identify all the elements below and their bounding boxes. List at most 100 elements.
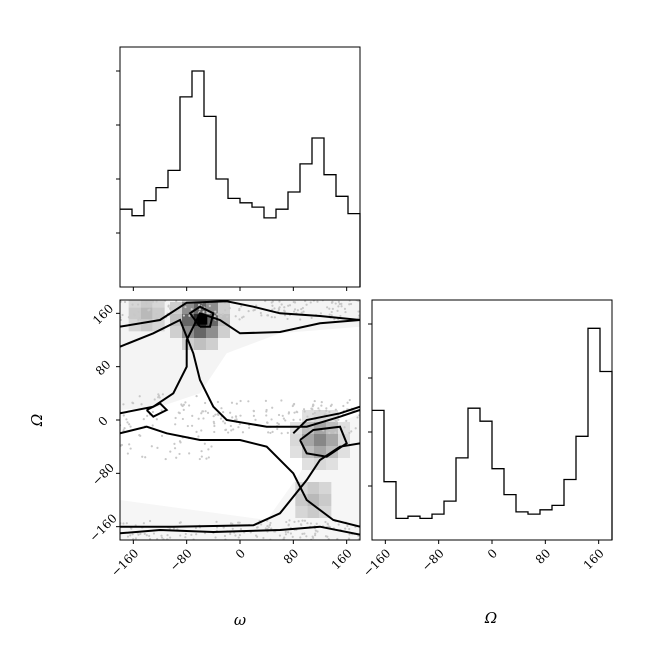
sample-point [269,431,272,435]
sample-point [346,401,349,404]
hist-omega-bin-16 [312,138,324,287]
sample-point [122,429,125,432]
sample-point [181,417,184,421]
joint-xtick-label: 160 [329,546,355,572]
hist-omega-bin-5 [180,97,192,287]
sample-point [213,315,216,318]
density-cell [314,458,326,470]
sample-point [148,519,152,523]
sample-point [344,527,347,530]
sample-point [284,533,288,536]
sample-point [328,313,331,316]
contour-line-0 [120,300,360,328]
sample-point [169,306,172,310]
sample-point [287,412,290,415]
sample-point [141,455,144,458]
sample-point [150,445,153,448]
sample-point [237,521,240,524]
sample-point [224,428,227,432]
sample-point [205,457,208,460]
sample-point [182,408,185,411]
sample-point [149,537,152,540]
sample-point [302,310,305,313]
sample-point [241,431,245,434]
sample-point [328,307,331,310]
hist-omega-bin-10 [240,203,252,287]
joint-ytick-label: −80 [89,461,117,489]
sample-point [318,409,321,412]
density-cell [182,302,194,314]
sample-point [208,304,211,307]
sample-point [346,524,349,528]
sample-point [357,314,360,317]
sample-point [188,404,191,407]
sample-point [284,419,287,422]
sample-point [252,410,256,413]
sample-point [125,522,128,525]
sample-point [301,532,304,535]
sample-point [120,318,123,321]
sample-point [167,305,170,308]
sample-point [143,532,146,535]
density-cell [314,434,326,446]
sample-point [330,314,333,317]
sample-point [248,426,251,429]
density-cell [338,446,350,458]
hist-Omega-bin-18 [588,328,600,540]
sample-point [283,306,286,309]
joint-xtick-label: 0 [233,546,248,561]
contour-line-8 [299,425,348,458]
sample-point [282,537,285,540]
hist-Omega-bin-15 [552,505,564,540]
density-cell [182,300,194,302]
sample-point [213,430,216,434]
sample-point [286,317,289,321]
sample-point [212,420,215,423]
sample-point [305,535,308,538]
sample-point [140,403,143,406]
sample-point [126,535,130,538]
sample-point [198,308,201,311]
sample-point [270,527,273,530]
sample-point [195,430,198,433]
sample-point [138,316,141,319]
sample-point [161,393,165,396]
sample-point [166,534,169,537]
sample-point [188,452,191,455]
hist-omega-bin-18 [336,196,348,287]
density-cell [152,307,165,320]
sample-point [348,533,351,536]
density-cell [206,326,218,338]
sample-point [314,529,317,532]
hist-Omega-bin-17 [576,436,588,540]
sample-point [223,534,227,538]
sample-point [174,423,177,426]
sample-point [330,310,333,314]
sample-point [206,411,210,414]
sample-point [234,315,237,318]
sample-point [145,534,148,537]
contour-line-5 [120,425,360,528]
sample-point [350,430,353,433]
sample-point [337,300,340,303]
sample-point [315,522,318,525]
sample-point [239,414,242,417]
sample-point [254,534,258,537]
sample-point [216,400,220,404]
sample-point [224,309,227,312]
sample-point [320,404,323,407]
sample-point [219,417,223,420]
sample-point [203,442,206,445]
sample-point [132,402,135,405]
sample-point [131,303,134,306]
sample-point [316,300,319,303]
sample-point [311,412,315,416]
sample-point [182,314,186,317]
sample-point [268,523,271,526]
density-cell [128,300,141,308]
sample-point [238,309,241,312]
sample-point [121,313,124,317]
hist-omega-bin-9 [228,198,240,287]
joint-ytick-label: −160 [87,511,120,544]
sample-point [265,414,268,417]
